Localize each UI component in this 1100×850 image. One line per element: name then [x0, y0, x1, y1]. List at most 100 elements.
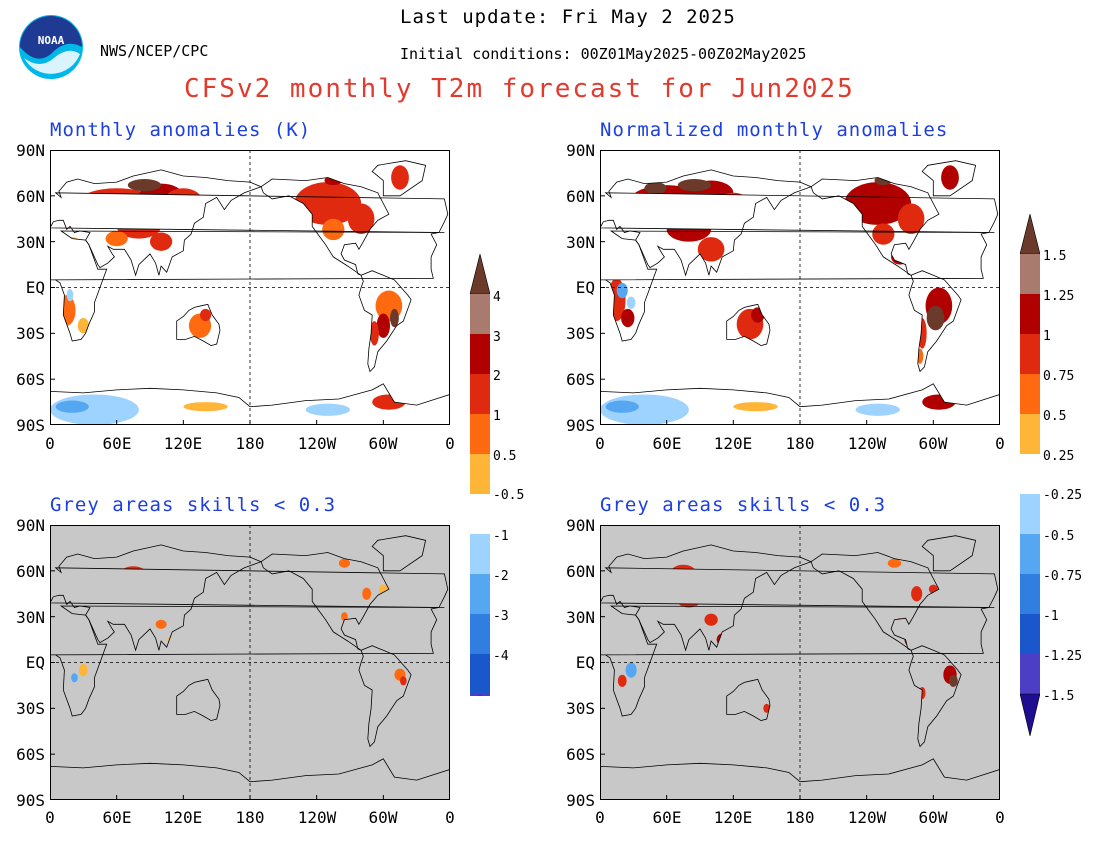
map-skill-normalized — [594, 524, 1001, 801]
lat-label: 90N — [566, 516, 595, 535]
colorbar-segment — [1020, 654, 1040, 694]
antarctica-land — [600, 758, 1000, 800]
greenland-coastline — [921, 160, 977, 197]
last-update: Last update: Fri May 2 2025 — [400, 6, 736, 28]
anomaly-patch — [200, 308, 212, 322]
lon-label: 120E — [713, 434, 753, 453]
antarctica-anomaly — [50, 389, 415, 425]
lon-label: 0 — [995, 434, 1005, 453]
anomaly-patch — [347, 203, 375, 235]
anomaly-patch — [617, 674, 627, 687]
north-america-coastline — [810, 552, 940, 651]
noaa-logo: NOAA — [18, 14, 84, 80]
anomaly-patch — [322, 218, 345, 241]
lat-label: 60S — [16, 370, 45, 389]
north-america-coastline — [810, 177, 940, 276]
lat-label: 60N — [566, 187, 595, 206]
colorbar-label: -4 — [493, 649, 509, 664]
lon-label: 60E — [102, 434, 132, 453]
colorbar-label: 2 — [493, 369, 501, 384]
anomaly-patch — [78, 664, 88, 677]
colorbar-label: 1.5 — [1043, 249, 1067, 264]
antarctica-land — [50, 758, 450, 800]
colorbar-segment — [470, 494, 490, 534]
eurasia-coastline — [49, 169, 449, 277]
eurasia-land — [50, 544, 448, 651]
lat-label: EQ — [575, 278, 595, 297]
antarctica-land — [600, 383, 1000, 425]
colorbar-segment — [470, 534, 490, 574]
anomaly-patch — [338, 558, 351, 568]
lat-label: 30N — [16, 233, 45, 252]
anomaly-patch — [71, 673, 78, 683]
australia-land — [726, 679, 770, 721]
colorbar-segment — [470, 374, 490, 414]
lon-label: 120E — [713, 808, 753, 827]
colorbar-segment — [1020, 374, 1040, 414]
logo-text: NOAA — [38, 34, 65, 47]
anomaly-patch — [362, 587, 372, 600]
lat-label: 60N — [566, 562, 595, 581]
eurasia-coastline — [599, 169, 999, 277]
colorbar-segment — [1020, 534, 1040, 574]
colorbar-label: 0.5 — [493, 449, 517, 464]
anomaly-patch — [697, 237, 725, 262]
anomaly-patch — [305, 403, 350, 416]
lat-label: 90N — [16, 141, 45, 160]
eurasia-land — [600, 544, 998, 651]
panel-title-skill-right: Grey areas skills < 0.3 — [600, 494, 887, 516]
greenland-coastline — [921, 535, 977, 572]
lat-label: 30S — [566, 324, 595, 343]
colorbar-segment — [1020, 254, 1040, 294]
anomaly-patch — [66, 289, 74, 302]
colorbar-label: 1 — [493, 409, 501, 424]
greenland-anomaly — [941, 165, 959, 190]
north-america-coastline — [260, 552, 390, 651]
map-svg — [44, 149, 451, 426]
map-normalized-anomalies — [594, 149, 1001, 426]
eurasia-coastline — [599, 544, 999, 652]
australia-coastline — [726, 678, 771, 722]
greenland-anomaly — [391, 165, 409, 190]
anomaly-patch — [644, 182, 667, 195]
anomaly-patch — [926, 305, 945, 331]
south-america-anomaly — [918, 665, 958, 700]
south-america-coastline — [358, 270, 412, 373]
greenland-coastline — [371, 535, 427, 572]
colorbar-label: 1.25 — [1043, 289, 1075, 304]
colorbar-segment — [1020, 614, 1040, 654]
lat-label: 60N — [16, 187, 45, 206]
anomaly-patch — [887, 558, 902, 568]
eurasia-coastline — [49, 544, 449, 652]
anomaly-patch — [155, 619, 167, 629]
anomaly-patch — [872, 223, 895, 245]
lon-label: 60W — [368, 434, 398, 453]
lat-label: 90S — [566, 416, 595, 435]
map-skill-anomalies — [44, 524, 451, 801]
map-svg — [594, 149, 1001, 426]
lat-label: 30S — [16, 699, 45, 718]
colorbar-segment — [1020, 574, 1040, 614]
anomaly-patch — [341, 612, 348, 622]
anomaly-patch — [677, 179, 712, 192]
lon-label: 60W — [918, 808, 948, 827]
lon-label: 180 — [785, 434, 815, 453]
colorbar-label: -1 — [493, 529, 509, 544]
antarctica-land — [50, 383, 450, 425]
page-title: CFSv2 monthly T2m forecast for Jun2025 — [184, 74, 855, 104]
colorbar-label: 0.5 — [1043, 409, 1067, 424]
map-svg — [44, 524, 451, 801]
anomaly-patch — [105, 230, 128, 247]
south-america-coastline — [908, 270, 962, 373]
lon-label: 120W — [297, 808, 337, 827]
panel-title-skill-left: Grey areas skills < 0.3 — [50, 494, 337, 516]
lat-label: 30N — [566, 233, 595, 252]
south-america-anomaly — [394, 668, 407, 686]
colorbar-segment — [470, 454, 490, 494]
lon-label: 120W — [297, 434, 337, 453]
lon-label: 0 — [595, 808, 605, 827]
colorbar-label: -0.5 — [493, 488, 525, 503]
map-monthly-anomalies — [44, 149, 451, 426]
anomaly-patch — [704, 613, 718, 626]
colorbar-label: -3 — [493, 609, 509, 624]
